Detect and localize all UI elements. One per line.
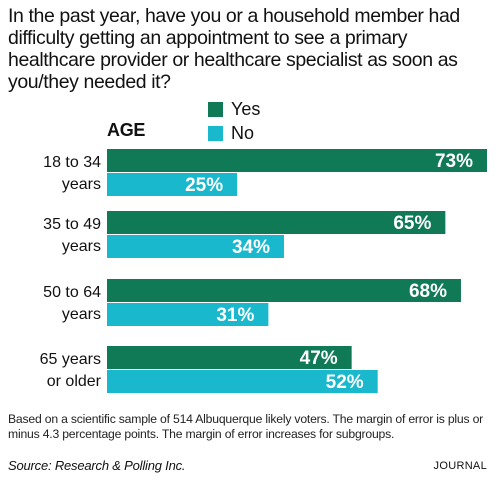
category-label-line: 18 to 34 (43, 154, 101, 171)
legend-item-yes: Yes (208, 97, 260, 121)
question-text: In the past year, have you or a househol… (8, 5, 460, 93)
category-label-line: years (62, 238, 101, 255)
bar-no (107, 235, 284, 258)
age-heading: AGE (107, 120, 146, 140)
data-label-yes: 47% (300, 348, 338, 369)
category-label-line: years (62, 306, 101, 323)
bar-no (107, 370, 378, 393)
category-label: 65 years or older (40, 351, 102, 390)
data-label-no: 34% (232, 237, 270, 258)
publisher-logo: JOURNAL (433, 460, 487, 472)
legend: Yes No (208, 97, 260, 145)
legend-item-no: No (208, 121, 260, 145)
bar-yes (107, 346, 352, 369)
category-label-line: 35 to 49 (43, 216, 101, 233)
category-label-line: 50 to 64 (43, 284, 101, 301)
data-label-no: 25% (185, 175, 223, 196)
bar-no (107, 303, 269, 326)
category-label-line: or older (47, 373, 102, 390)
data-label-no: 31% (216, 305, 254, 326)
source-credit: Source: Research & Polling Inc. (8, 458, 186, 473)
legend-swatch-yes (208, 101, 223, 117)
data-label-no: 52% (326, 372, 364, 393)
category-label: 50 to 64 years (43, 284, 101, 323)
data-label-yes: 68% (409, 281, 447, 302)
bar-no (107, 173, 238, 196)
bar-yes (107, 149, 487, 172)
legend-label-no: No (231, 122, 255, 143)
bar-yes (107, 211, 446, 234)
category-label: 35 to 49 years (43, 216, 101, 255)
data-label-yes: 73% (435, 151, 473, 172)
chart-question: In the past year, have you or a househol… (8, 5, 492, 93)
category-label-line: years (62, 176, 101, 193)
legend-swatch-no (208, 125, 223, 141)
category-label-line: 65 years (40, 351, 101, 368)
footnote: Based on a scientific sample of 514 Albu… (8, 412, 484, 441)
bar-chart: 18 to 34 years 73% 25% 35 to 49 years 65% 34% 50… (40, 149, 487, 393)
legend-label-yes: Yes (231, 98, 261, 119)
category-label: 18 to 34 years (43, 154, 101, 193)
bar-yes (107, 279, 461, 302)
data-label-yes: 65% (393, 213, 431, 234)
